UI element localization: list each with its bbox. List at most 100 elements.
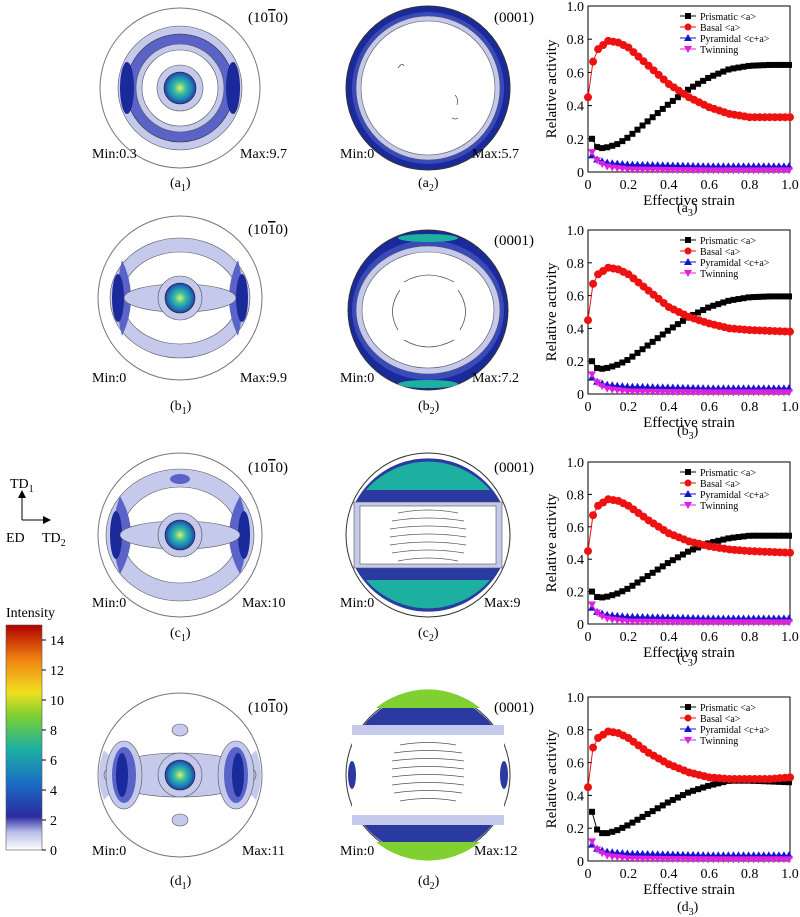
data-point bbox=[593, 846, 602, 854]
chart-caption: (b3) bbox=[677, 424, 699, 442]
colorbar-tick-label: 6 bbox=[50, 754, 57, 769]
pf2-caption-b: (b2) bbox=[418, 399, 440, 417]
data-point bbox=[658, 613, 667, 621]
series-twinning bbox=[588, 601, 793, 627]
data-point bbox=[729, 619, 738, 627]
legend-label: Pyramidal <c+a> bbox=[700, 490, 770, 501]
data-point bbox=[754, 167, 763, 175]
data-point bbox=[593, 609, 602, 617]
data-point bbox=[653, 850, 662, 858]
data-point bbox=[628, 612, 637, 620]
data-point bbox=[654, 335, 661, 342]
data-point bbox=[729, 856, 738, 864]
y-tick-label: 0.6 bbox=[567, 290, 585, 305]
data-point bbox=[633, 388, 642, 396]
data-point bbox=[725, 66, 732, 73]
data-point bbox=[709, 167, 718, 175]
data-point bbox=[643, 613, 652, 621]
data-point bbox=[589, 808, 596, 815]
data-point bbox=[759, 167, 768, 175]
pf2-caption-c: (c2) bbox=[418, 626, 439, 644]
data-point bbox=[740, 63, 747, 70]
data-point bbox=[648, 383, 657, 391]
data-point bbox=[604, 593, 611, 600]
data-point bbox=[673, 167, 682, 175]
data-point bbox=[654, 566, 661, 573]
data-point bbox=[594, 594, 601, 600]
data-point bbox=[769, 389, 778, 397]
series-line bbox=[591, 377, 789, 389]
data-point bbox=[663, 613, 672, 621]
plot-frame bbox=[587, 229, 791, 395]
data-point bbox=[715, 301, 722, 308]
y-axis-label: Relative activity bbox=[544, 39, 560, 138]
data-point bbox=[584, 316, 592, 325]
series-line bbox=[591, 841, 789, 860]
data-point bbox=[785, 293, 792, 300]
data-point bbox=[785, 61, 792, 68]
data-point bbox=[724, 856, 733, 864]
data-point bbox=[604, 830, 611, 837]
data-point bbox=[633, 166, 642, 174]
y-tick-label: 0.2 bbox=[567, 355, 585, 370]
data-point bbox=[624, 585, 631, 592]
data-point bbox=[760, 532, 767, 539]
data-point bbox=[658, 383, 667, 391]
data-point bbox=[725, 297, 732, 304]
data-point bbox=[678, 389, 687, 397]
td2-label: TD2 bbox=[42, 531, 66, 549]
data-point bbox=[759, 856, 768, 864]
legend: Prismatic <a>Basal <a>Pyramidal <c+a>Twi… bbox=[680, 468, 770, 512]
colorbar-tick-label: 4 bbox=[50, 784, 57, 799]
data-point bbox=[644, 342, 651, 349]
data-point bbox=[739, 856, 748, 864]
data-point bbox=[648, 618, 657, 626]
x-tick-label: 0.2 bbox=[620, 400, 638, 415]
data-point bbox=[589, 135, 596, 142]
data-point bbox=[588, 601, 597, 609]
data-point bbox=[594, 365, 601, 372]
data-point bbox=[628, 855, 637, 863]
data-point bbox=[735, 534, 742, 541]
data-point bbox=[654, 110, 661, 117]
data-point bbox=[624, 134, 631, 141]
data-point bbox=[648, 855, 657, 863]
data-point bbox=[704, 167, 713, 175]
data-point bbox=[609, 828, 616, 835]
series-twinning bbox=[588, 149, 793, 175]
chart-2: 0 0.2 0.4 0.6 0.8 1.0 0 0.2 0.4 0.6 0.8 1.0 Effectiv… bbox=[544, 456, 799, 669]
series-basal bbox=[584, 36, 794, 122]
x-tick-label: 0.4 bbox=[660, 867, 678, 882]
data-point bbox=[658, 388, 667, 396]
x-tick-label: 0 bbox=[585, 867, 592, 882]
data-point bbox=[699, 167, 708, 175]
pf1-min-d: Min:0 bbox=[92, 844, 126, 859]
pf1-min-b: Min:0 bbox=[92, 371, 126, 386]
data-point bbox=[639, 576, 646, 583]
pf2-caption-a: (a2) bbox=[418, 176, 439, 194]
data-point bbox=[639, 346, 646, 353]
legend-marker bbox=[684, 479, 692, 487]
data-point bbox=[759, 619, 768, 627]
chart-caption: (d3) bbox=[677, 900, 699, 917]
pf1-max-b: Max:9.9 bbox=[240, 371, 287, 386]
x-tick-label: 1.0 bbox=[781, 630, 799, 645]
data-point bbox=[649, 569, 656, 576]
data-point bbox=[734, 389, 743, 397]
data-point bbox=[720, 536, 727, 543]
data-point bbox=[644, 118, 651, 125]
data-point bbox=[715, 70, 722, 77]
pole-figure-c1 bbox=[97, 452, 263, 618]
y-tick-label: 0.2 bbox=[567, 586, 585, 601]
data-point bbox=[775, 61, 782, 68]
data-point bbox=[629, 353, 636, 360]
data-point bbox=[705, 782, 712, 789]
y-tick-label: 0.4 bbox=[567, 553, 585, 568]
data-point bbox=[623, 849, 632, 857]
data-point bbox=[649, 114, 656, 121]
data-point bbox=[694, 389, 703, 397]
data-point bbox=[629, 819, 636, 826]
data-point bbox=[659, 105, 666, 112]
data-point bbox=[700, 784, 707, 791]
data-point bbox=[784, 856, 793, 864]
